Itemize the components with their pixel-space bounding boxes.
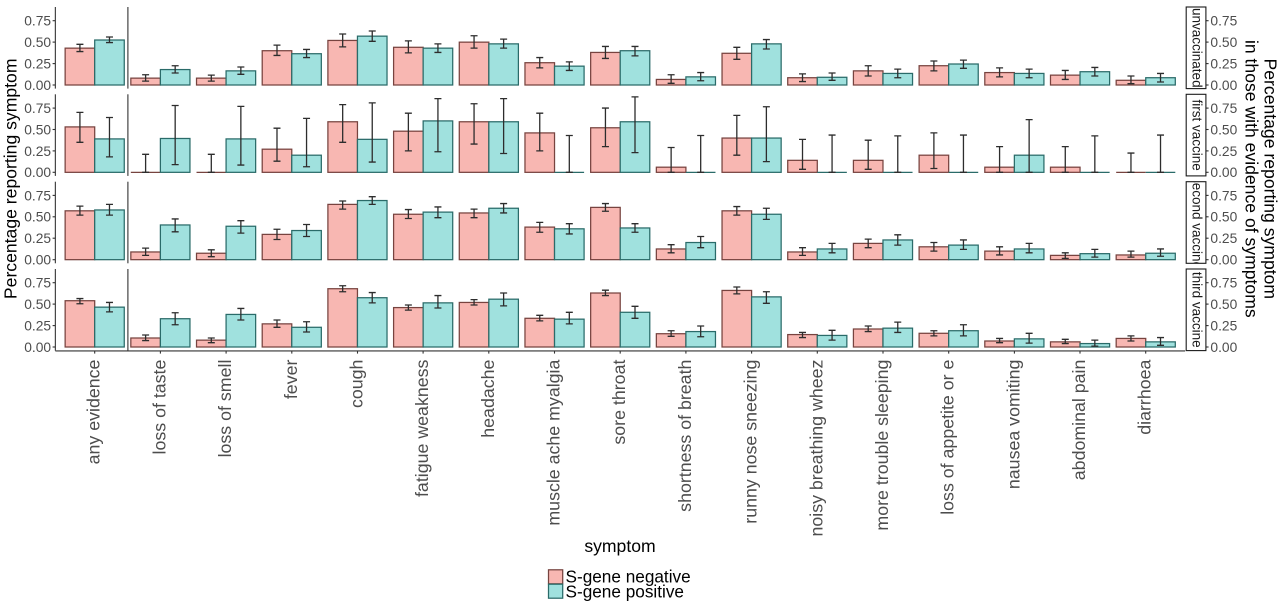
svg-text:headache: headache xyxy=(478,359,498,437)
svg-text:0.00: 0.00 xyxy=(24,165,51,180)
svg-text:0.00: 0.00 xyxy=(24,340,51,355)
svg-text:loss of appetite or e: loss of appetite or e xyxy=(938,359,958,514)
svg-text:Percentage reporting symptom: Percentage reporting symptom xyxy=(1261,59,1280,300)
svg-text:abdominal pain: abdominal pain xyxy=(1069,360,1089,481)
svg-text:0.00: 0.00 xyxy=(1210,253,1237,268)
svg-text:0.25: 0.25 xyxy=(24,57,51,72)
svg-text:second vaccine: second vaccine xyxy=(1190,176,1205,269)
svg-text:0.25: 0.25 xyxy=(24,231,51,246)
svg-text:0.25: 0.25 xyxy=(1210,231,1237,246)
svg-text:fatigue weakness: fatigue weakness xyxy=(412,360,432,498)
svg-text:unvaccinated: unvaccinated xyxy=(1190,8,1205,88)
svg-text:loss of smell: loss of smell xyxy=(215,360,235,458)
svg-text:0.50: 0.50 xyxy=(1210,35,1237,50)
svg-text:diarrhoea: diarrhoea xyxy=(1135,360,1155,435)
svg-text:symptom: symptom xyxy=(584,536,655,556)
svg-text:0.00: 0.00 xyxy=(24,253,51,268)
svg-text:S-gene positive: S-gene positive xyxy=(566,581,684,601)
svg-text:0.00: 0.00 xyxy=(1210,340,1237,355)
svg-text:0.75: 0.75 xyxy=(24,276,51,291)
svg-text:0.50: 0.50 xyxy=(1210,210,1237,225)
svg-text:0.25: 0.25 xyxy=(1210,144,1237,159)
svg-text:0.75: 0.75 xyxy=(24,14,51,29)
svg-text:S-gene negative: S-gene negative xyxy=(566,567,691,587)
svg-text:0.00: 0.00 xyxy=(1210,165,1237,180)
svg-text:0.75: 0.75 xyxy=(1210,188,1237,203)
svg-text:Percentage reporting symptom: Percentage reporting symptom xyxy=(1,59,21,300)
svg-text:nausea vomiting: nausea vomiting xyxy=(1003,360,1023,490)
svg-text:loss of taste: loss of taste xyxy=(149,360,169,455)
svg-text:in those with evidence of symp: in those with evidence of symptoms xyxy=(1242,40,1262,318)
svg-text:0.75: 0.75 xyxy=(1210,276,1237,291)
svg-text:0.25: 0.25 xyxy=(24,319,51,334)
svg-text:0.00: 0.00 xyxy=(1210,78,1237,93)
svg-text:0.75: 0.75 xyxy=(1210,14,1237,29)
svg-text:0.50: 0.50 xyxy=(1210,297,1237,312)
svg-text:0.25: 0.25 xyxy=(1210,319,1237,334)
svg-text:cough: cough xyxy=(347,360,367,408)
svg-text:fever: fever xyxy=(281,360,301,400)
svg-text:runny nose sneezing: runny nose sneezing xyxy=(741,360,761,524)
svg-text:third vaccine: third vaccine xyxy=(1190,272,1205,348)
svg-text:0.50: 0.50 xyxy=(1210,122,1237,137)
svg-text:muscle ache myalgia: muscle ache myalgia xyxy=(544,359,564,525)
svg-text:more trouble sleeping: more trouble sleeping xyxy=(872,360,892,531)
svg-text:shortness of breath: shortness of breath xyxy=(675,360,695,512)
svg-text:0.75: 0.75 xyxy=(24,188,51,203)
svg-text:0.50: 0.50 xyxy=(24,122,51,137)
svg-text:0.50: 0.50 xyxy=(24,297,51,312)
svg-text:noisy breathing wheez: noisy breathing wheez xyxy=(806,360,826,537)
svg-text:0.25: 0.25 xyxy=(1210,57,1237,72)
svg-text:0.00: 0.00 xyxy=(24,78,51,93)
svg-text:0.50: 0.50 xyxy=(24,35,51,50)
svg-text:any evidence: any evidence xyxy=(84,359,104,464)
svg-text:sore throat: sore throat xyxy=(609,360,629,445)
svg-text:0.25: 0.25 xyxy=(24,144,51,159)
svg-text:0.75: 0.75 xyxy=(1210,101,1237,116)
svg-text:first vaccine: first vaccine xyxy=(1190,99,1205,170)
svg-text:0.75: 0.75 xyxy=(24,101,51,116)
svg-text:0.50: 0.50 xyxy=(24,210,51,225)
